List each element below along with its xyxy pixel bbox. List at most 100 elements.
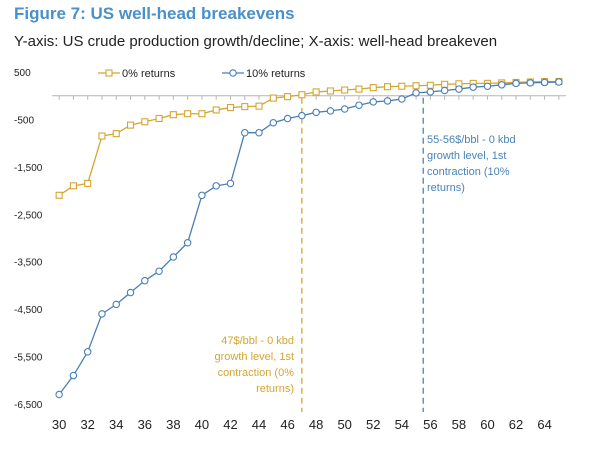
data-point-0pct (69, 182, 77, 190)
data-point-10pct (383, 97, 392, 105)
annotation-0pct-line-3: contraction (0% (217, 367, 294, 379)
data-point-10pct (155, 267, 163, 275)
annotation-10pct-line-4: returns) (427, 182, 465, 194)
data-point-10pct (412, 89, 420, 97)
chart-subtitle: Y-axis: US crude production growth/decli… (14, 33, 498, 50)
data-point-10pct (55, 390, 63, 399)
data-point-10pct (198, 191, 206, 200)
data-point-10pct (98, 310, 106, 318)
data-point-10pct (455, 85, 463, 93)
data-point-10pct (426, 88, 435, 96)
data-point-10pct (283, 114, 292, 123)
x-tick-label: 44 (252, 417, 266, 432)
data-point-10pct (326, 107, 335, 115)
data-point-0pct (441, 80, 449, 88)
data-point-0pct (141, 118, 149, 126)
x-tick-label: 46 (280, 417, 294, 432)
x-tick-label: 40 (195, 417, 209, 432)
data-point-0pct (212, 106, 220, 114)
x-tick-label: 54 (395, 417, 409, 432)
data-point-0pct (126, 121, 135, 129)
x-tick-label: 58 (452, 417, 466, 432)
y-tick-label: -4,500 (14, 305, 43, 316)
x-tick-label: 30 (52, 417, 66, 432)
x-tick-label: 36 (138, 417, 152, 432)
y-tick-label: -500 (14, 115, 34, 126)
data-point-10pct (126, 288, 135, 297)
data-point-10pct (226, 179, 235, 188)
data-point-0pct (355, 85, 363, 93)
data-point-0pct (341, 86, 349, 94)
data-point-10pct (269, 118, 278, 127)
x-tick-label: 48 (309, 417, 323, 432)
x-tick-label: 56 (423, 417, 437, 432)
data-point-0pct (255, 102, 263, 110)
data-point-10pct (440, 86, 449, 95)
data-point-10pct (83, 348, 92, 356)
data-point-0pct (412, 82, 420, 90)
data-point-0pct (184, 110, 192, 118)
y-tick-label: -2,500 (14, 210, 43, 221)
data-point-0pct (269, 94, 277, 102)
annotation-10pct-line-1: 55-56$/bbl - 0 kbd (427, 134, 516, 146)
data-point-10pct (469, 83, 477, 91)
data-point-10pct (398, 95, 406, 103)
data-point-10pct (241, 128, 249, 137)
y-tick-label: 500 (14, 68, 31, 79)
data-point-10pct (312, 108, 320, 117)
data-point-10pct (212, 182, 220, 190)
legend-label: 10% returns (246, 68, 306, 80)
data-point-10pct (355, 101, 363, 109)
data-point-10pct (483, 82, 492, 90)
legend-marker (229, 69, 237, 77)
x-tick-label: 60 (480, 417, 494, 432)
data-point-10pct (497, 81, 506, 89)
data-point-10pct (555, 78, 563, 86)
series-line-10pct (58, 81, 559, 395)
annotation-0pct-line-4: returns) (256, 383, 294, 395)
data-point-0pct (298, 91, 306, 99)
data-point-0pct (326, 87, 334, 95)
annotation-10pct-line-3: contraction (10% (427, 166, 510, 178)
data-point-10pct (340, 105, 349, 113)
legend-marker (105, 69, 113, 77)
data-point-10pct (540, 78, 549, 87)
annotation-0pct-line-1: 47$/bbl - 0 kbd (221, 335, 294, 347)
legend-label: 0% returns (122, 68, 176, 80)
data-point-10pct (112, 300, 121, 309)
annotation-10pct-breakeven: 55-56$/bbl - 0 kbd growth level, 1st con… (427, 132, 567, 196)
x-tick-label: 52 (366, 417, 380, 432)
x-tick-label: 32 (80, 417, 94, 432)
annotation-10pct-line-2: growth level, 1st (427, 150, 507, 162)
data-point-0pct (284, 93, 292, 101)
x-tick-label: 50 (337, 417, 351, 432)
data-point-0pct (426, 81, 434, 89)
data-point-0pct (112, 130, 120, 138)
data-point-0pct (55, 191, 63, 199)
data-point-0pct (98, 132, 106, 140)
data-point-0pct (369, 84, 377, 92)
data-point-0pct (198, 110, 206, 118)
data-point-10pct (255, 128, 263, 137)
data-point-10pct (526, 79, 535, 87)
data-point-0pct (84, 179, 92, 188)
x-tick-label: 38 (166, 417, 180, 432)
x-tick-label: 62 (509, 417, 523, 432)
data-point-0pct (241, 103, 249, 111)
chart-title: Figure 7: US well-head breakevens (14, 4, 295, 23)
data-point-0pct (155, 114, 163, 123)
data-point-10pct (512, 79, 520, 88)
x-tick-label: 64 (537, 417, 551, 432)
annotation-0pct-breakeven: 47$/bbl - 0 kbd growth level, 1st contra… (186, 333, 294, 397)
y-tick-label: -1,500 (14, 163, 43, 174)
data-point-0pct (169, 111, 177, 119)
data-point-0pct (312, 88, 320, 96)
x-tick-label: 34 (109, 417, 123, 432)
data-point-0pct (383, 83, 392, 91)
y-tick-label: -6,500 (14, 400, 43, 411)
y-tick-label: -3,500 (14, 258, 43, 269)
data-point-10pct (69, 371, 78, 380)
y-tick-label: -5,500 (14, 353, 43, 364)
data-point-0pct (398, 82, 406, 90)
